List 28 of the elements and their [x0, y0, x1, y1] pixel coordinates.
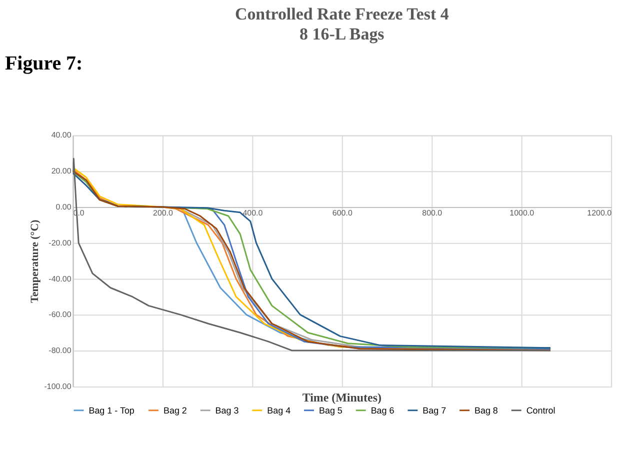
y-tick-label: -40.00	[48, 274, 72, 284]
legend-label: Bag 4	[267, 405, 291, 416]
y-tick-label: 40.00	[51, 130, 72, 140]
y-axis-title: Temperature (°C)	[29, 219, 42, 303]
caption: Figure 7:	[4, 52, 83, 74]
legend-label: Bag 7	[422, 405, 446, 416]
y-tick-label: 0.00	[56, 202, 72, 212]
x-tick-label: 1200.0	[587, 208, 612, 218]
legend-label: Control	[526, 405, 556, 416]
legend-label: Bag 1 - Top	[88, 405, 134, 416]
y-tick-label: -60.00	[48, 310, 72, 320]
y-tick-label: 20.00	[51, 166, 72, 176]
y-tick-label: -100.00	[44, 382, 72, 391]
x-tick-label: 1000.0	[510, 208, 535, 218]
x-tick-label: 400.0	[242, 208, 264, 218]
legend-label: Bag 8	[474, 405, 498, 416]
legend-label: Bag 5	[318, 405, 342, 416]
legend-label: Bag 3	[215, 405, 239, 416]
chart-subtitle: 8 16-L Bags	[300, 24, 385, 44]
y-tick-label: -20.00	[48, 238, 72, 248]
legend-label: Bag 2	[163, 405, 187, 416]
y-tick-label: -80.00	[48, 346, 72, 356]
x-tick-label: 800.0	[422, 208, 443, 218]
x-tick-label: 200.0	[153, 208, 174, 218]
chart-title: Controlled Rate Freeze Test 4	[234, 4, 450, 24]
x-axis-title: Time (Minutes)	[302, 390, 382, 404]
legend-label: Bag 6	[370, 405, 394, 416]
x-tick-label: 600.0	[332, 208, 353, 218]
